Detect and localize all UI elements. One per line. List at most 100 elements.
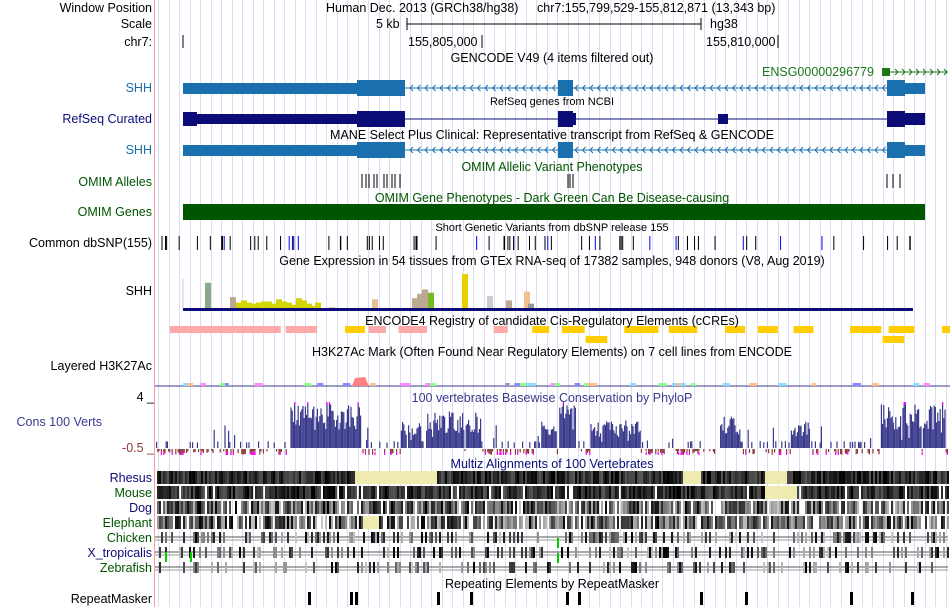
h3k27ac-signal [554, 383, 560, 386]
multiz-block [623, 501, 625, 514]
phylop-bar [440, 427, 442, 448]
species-dog[interactable]: Dog [129, 501, 152, 515]
phylop-bar [393, 441, 395, 448]
multiz-block [563, 471, 565, 484]
ccre-element [942, 326, 950, 333]
multiz-block [225, 562, 227, 573]
multiz-block [569, 501, 571, 514]
multiz-block [213, 532, 215, 543]
multiz-block [177, 516, 179, 529]
multiz-block [613, 562, 615, 573]
multiz-block [915, 471, 917, 484]
ensg-gene-label[interactable]: ENSG00000296779 [762, 65, 874, 79]
multiz-block [865, 516, 867, 529]
phylop-bar [240, 441, 242, 448]
gencode-track-label[interactable]: SHH [125, 81, 152, 95]
multiz-block [469, 471, 471, 484]
multiz-block [221, 471, 223, 484]
species-mouse[interactable]: Mouse [114, 486, 152, 500]
exon [905, 113, 925, 125]
multiz-block [481, 471, 483, 484]
multiz-block [763, 516, 765, 529]
multiz-block [495, 486, 497, 499]
multiz-block [343, 516, 345, 529]
phylop-clip [505, 452, 507, 455]
gtex-bar [296, 298, 302, 308]
phylop-bar [735, 432, 737, 448]
omim-alleles-label[interactable]: OMIM Alleles [78, 175, 152, 189]
species-rhesus[interactable]: Rhesus [109, 471, 152, 485]
multiz-block [757, 486, 759, 499]
dbsnp-label[interactable]: Common dbSNP(155) [29, 236, 152, 250]
phylop-clip [778, 452, 780, 455]
phylop-clip [510, 452, 512, 455]
repeat-element [350, 592, 353, 605]
phylop-bar [940, 432, 942, 448]
species-chicken[interactable]: Chicken [106, 531, 152, 545]
repeatmasker-label[interactable]: RepeatMasker [70, 592, 152, 606]
multiz-block [815, 562, 817, 573]
position-label[interactable]: chr7:155,799,529-155,812,871 (13,343 bp) [537, 1, 776, 15]
multiz-block [679, 501, 681, 514]
multiz-block [661, 486, 663, 499]
multiz-block [311, 471, 313, 484]
species-zebrafish[interactable]: Zebrafish [99, 561, 152, 575]
multiz-block [931, 562, 933, 573]
multiz-block [547, 562, 549, 573]
phylop-bar [896, 429, 898, 448]
species-x-tropicalis[interactable]: X_tropicalis [87, 546, 152, 560]
multiz-block [389, 516, 391, 529]
refseq-track-label[interactable]: RefSeq Curated [62, 112, 152, 126]
h3k27ac-label[interactable]: Layered H3K27Ac [50, 359, 152, 373]
multiz-block [643, 532, 645, 543]
phylop-bar [895, 417, 897, 448]
multiz-block [293, 471, 295, 484]
h3k27ac-signal [430, 383, 436, 386]
multiz-block [699, 562, 701, 573]
multiz-block [917, 562, 919, 573]
multiz-block [853, 516, 855, 529]
phylop-clip [904, 402, 906, 405]
multiz-block [625, 486, 627, 499]
mane-track-label[interactable]: SHH [125, 143, 152, 157]
multiz-block [569, 516, 571, 529]
multiz-block [941, 501, 943, 514]
multiz-block [701, 486, 703, 499]
multiz-block [421, 532, 423, 543]
multiz-block [849, 486, 851, 499]
chrom-label: chr7: [124, 35, 152, 49]
multiz-title: Multiz Alignments of 100 Vertebrates [450, 457, 654, 471]
multiz-block [609, 532, 611, 543]
multiz-block [299, 501, 301, 514]
species-elephant[interactable]: Elephant [102, 516, 152, 530]
multiz-block [537, 471, 539, 484]
multiz-block [881, 486, 883, 499]
phylop-label[interactable]: Cons 100 Verts [16, 415, 102, 429]
multiz-block [269, 471, 271, 484]
multiz-block [459, 547, 461, 558]
phylop-bar [914, 404, 916, 448]
multiz-block [641, 501, 643, 514]
multiz-block [797, 532, 799, 543]
multiz-block [621, 471, 623, 484]
multiz-block [741, 501, 743, 514]
multiz-block [375, 501, 377, 514]
multiz-block [833, 486, 835, 499]
phylop-neg [856, 449, 858, 454]
multiz-block [525, 562, 527, 573]
multiz-block [501, 471, 503, 484]
multiz-block [331, 471, 333, 484]
gtex-gene-label[interactable]: SHH [125, 284, 152, 298]
multiz-block [541, 486, 543, 499]
multiz-block [555, 501, 557, 514]
multiz-block [739, 471, 741, 484]
omim-genes-label[interactable]: OMIM Genes [77, 205, 152, 219]
multiz-block [691, 547, 693, 558]
multiz-block [611, 501, 613, 514]
omim-gene-shh [183, 204, 925, 220]
multiz-block [161, 486, 163, 499]
multiz-block [657, 486, 659, 499]
multiz-block [211, 516, 213, 529]
multiz-block [807, 486, 809, 499]
